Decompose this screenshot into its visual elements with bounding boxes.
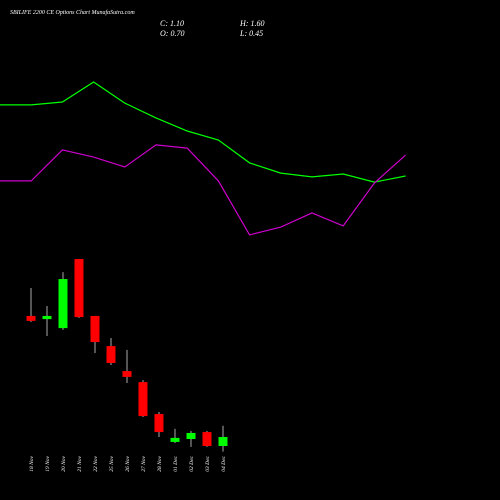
x-tick-label: 02 Dec bbox=[189, 455, 195, 471]
candle-body bbox=[218, 437, 228, 446]
x-tick-label: 28 Nov bbox=[157, 455, 163, 471]
info-low: L: 0.45 bbox=[239, 29, 263, 38]
info-high: H: 1.60 bbox=[239, 19, 264, 28]
x-tick-label: 26 Nov bbox=[125, 455, 131, 471]
candle-body bbox=[74, 259, 84, 318]
x-tick-label: 21 Nov bbox=[77, 455, 83, 471]
chart-title: SBILIFE 2200 CE Options Chart MunafaSutr… bbox=[10, 9, 135, 16]
candle-body bbox=[186, 432, 196, 440]
candle-body bbox=[106, 346, 116, 363]
x-tick-label: 19 Nov bbox=[45, 455, 51, 471]
candle-body bbox=[90, 315, 100, 343]
x-tick-label: 04 Dec bbox=[220, 455, 227, 471]
x-tick-label: 25 Nov bbox=[109, 455, 115, 471]
overlay-line bbox=[0, 144, 406, 236]
x-tick-label: 22 Nov bbox=[93, 455, 99, 471]
candle-body bbox=[122, 371, 132, 377]
overlay-line bbox=[0, 81, 406, 183]
x-tick-label: 01 Dec bbox=[173, 455, 179, 471]
candle-body bbox=[58, 279, 68, 329]
info-close: C: 1.10 bbox=[160, 19, 184, 28]
candle-body bbox=[42, 315, 52, 320]
candle-body bbox=[154, 414, 164, 433]
x-tick-label: 03 Dec bbox=[205, 455, 211, 471]
x-tick-label: 20 Nov bbox=[61, 455, 67, 471]
candle-body bbox=[26, 315, 36, 321]
candle-body bbox=[170, 437, 180, 442]
x-tick-label: 27 Nov bbox=[141, 455, 147, 471]
candle-body bbox=[138, 382, 148, 417]
candle-body bbox=[202, 432, 212, 446]
x-tick-label: 18 Nov bbox=[29, 455, 35, 471]
info-open: O: 0.70 bbox=[160, 29, 184, 38]
